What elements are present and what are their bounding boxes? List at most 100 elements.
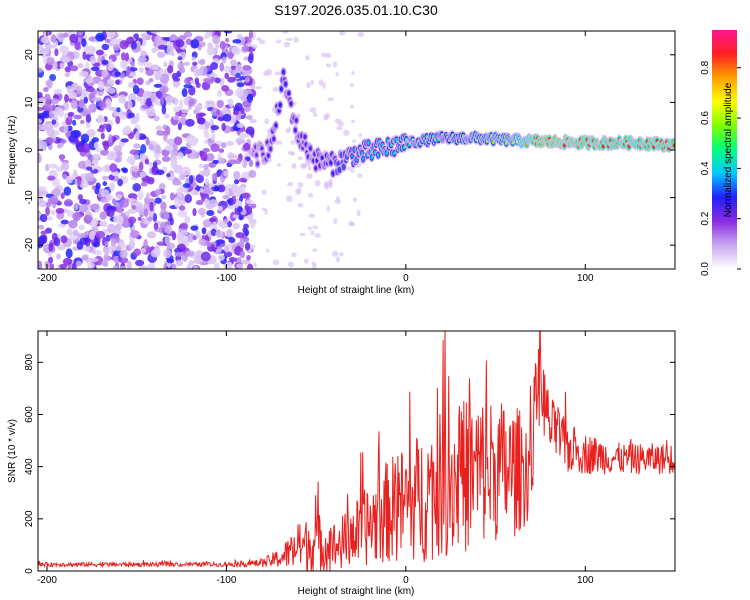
spectrogram-noise-cell [106, 31, 116, 39]
spectrogram-noise-cell [272, 259, 280, 266]
spectrogram-noise-cell [128, 132, 135, 140]
spectrogram-noise-cell [90, 217, 99, 227]
spectrogram-noise-cell [143, 208, 149, 218]
spectrogram-noise-cell [193, 255, 203, 265]
spectrogram-noise-cell [265, 248, 270, 253]
spectrogram-noise-cell [210, 76, 216, 82]
spectrogram-noise-cell [199, 187, 204, 193]
spectrogram-noise-cell [101, 59, 109, 65]
spectrogram-noise-cell [85, 78, 94, 84]
spectrogram-noise-cell [196, 117, 206, 125]
spectrogram-noise-cell [351, 71, 355, 75]
spectrogram-noise-cell [40, 230, 48, 235]
spectrogram-noise-cell [51, 98, 59, 105]
spectrogram-noise-cell [356, 209, 361, 217]
spectrogram-noise-cell [66, 85, 72, 94]
spectrogram-noise-cell [48, 163, 59, 169]
spectrogram-noise-cell [336, 195, 340, 201]
spectrogram-noise-cell [357, 31, 365, 38]
spectrogram-noise-cell [202, 219, 212, 228]
spectrogram-noise-cell [136, 96, 142, 102]
spectrogram-noise-cell [45, 44, 50, 55]
spectrogram-noise-cell [177, 152, 184, 160]
spectrogram-noise-cell [56, 253, 61, 260]
spectrogram-noise-cell [239, 239, 245, 249]
spectrogram-noise-cell [287, 126, 291, 133]
spectrogram-noise-cell [332, 61, 338, 68]
spectrogram-signal-cell [367, 140, 370, 145]
spectrogram-noise-cell [182, 253, 188, 262]
spectrogram-noise-cell [352, 139, 356, 144]
spectrogram-noise-cell [155, 90, 164, 100]
spectrogram-noise-cell [81, 38, 87, 47]
spectrogram-noise-cell [46, 57, 55, 66]
spectrogram-noise-cell [227, 159, 238, 165]
spectrogram-noise-cell [208, 198, 219, 208]
spectrogram-noise-cell [264, 118, 270, 125]
spectrogram-noise-cell [185, 177, 190, 185]
spectrogram-noise-cell [85, 246, 91, 252]
spectrogram-noise-cell [166, 45, 174, 56]
spectrogram-noise-cell [242, 142, 251, 151]
spectrogram-noise-cell [178, 67, 186, 74]
spectrogram-noise-cell [51, 104, 56, 112]
spectrogram-noise-cell [105, 234, 111, 242]
spectrogram-noise-cell [64, 66, 72, 73]
spectrogram-noise-cell [83, 214, 92, 224]
spectrogram-noise-cell [127, 216, 137, 225]
spectrogram-noise-cell [114, 52, 120, 57]
spectrogram-noise-cell [85, 172, 95, 182]
colorbar: 0.0 0.2 0.4 0.6 0.8 Normalized spectral ampl… [700, 30, 741, 276]
spectrogram-noise-cell [210, 125, 219, 131]
spectrogram-noise-cell [130, 230, 140, 239]
spectrogram-noise-cell [72, 229, 79, 236]
spectrogram-noise-cell [224, 72, 230, 80]
spectrogram-noise-cell [159, 73, 170, 84]
spectrogram-noise-cell [86, 128, 96, 138]
spectrogram-noise-cell [183, 61, 191, 66]
spectrogram-noise-cell [242, 133, 250, 138]
spectrogram-noise-cell [177, 210, 188, 218]
x-tick-label: 0 [403, 575, 409, 586]
y-tick-label: 0 [24, 568, 35, 574]
spectrogram-noise-cell [155, 188, 162, 196]
spectrogram-noise-cell [248, 31, 254, 39]
x-tick-label: 100 [577, 273, 594, 284]
spectrogram-noise-cell [145, 69, 155, 76]
spectrogram-noise-cell [77, 63, 84, 69]
spectrogram-noise-cell [53, 237, 61, 247]
spectrogram-noise-cell [291, 252, 297, 258]
spectrogram-noise-cell [233, 187, 242, 197]
spectrogram-noise-cell [115, 150, 123, 157]
spectrogram-noise-cell [46, 79, 53, 89]
spectrogram-signal-cell [293, 128, 297, 133]
spectrogram-noise-cell [48, 110, 54, 118]
spectrogram-noise-cell [178, 99, 184, 109]
spectrogram-noise-cell [72, 119, 77, 126]
spectrogram-noise-cell [87, 262, 95, 269]
spectrogram-noise-cell [132, 84, 140, 95]
spectrogram-noise-cell [99, 211, 107, 220]
spectrogram-noise-cell [171, 263, 177, 269]
spectrogram-signal-cell [274, 123, 278, 128]
spectrogram-noise-cell [149, 201, 154, 212]
spectrogram-noise-cell [191, 56, 196, 61]
spectrogram-noise-cell [140, 247, 147, 254]
spectrogram-noise-cell [145, 136, 150, 146]
spectrogram-noise-cell [349, 82, 354, 88]
spectrogram-noise-cell [95, 182, 101, 190]
spectrogram-signal-cell [278, 103, 282, 108]
spectrogram-noise-cell [227, 51, 234, 60]
spectrogram-noise-cell [115, 116, 121, 125]
snr-series-line [38, 331, 675, 571]
spectrogram-noise-cell [150, 249, 161, 258]
spectrogram-noise-cell [217, 89, 222, 98]
spectrogram-noise-cell [211, 172, 218, 182]
spectrogram-noise-cell [233, 170, 241, 180]
spectrogram-noise-cell [131, 204, 136, 210]
spectrogram-noise-cell [203, 132, 210, 139]
spectrogram-noise-cell [139, 135, 147, 140]
spectrogram-noise-cell [151, 165, 157, 173]
spectrogram-noise-cell [128, 239, 136, 250]
spectrogram-noise-cell [169, 217, 174, 226]
